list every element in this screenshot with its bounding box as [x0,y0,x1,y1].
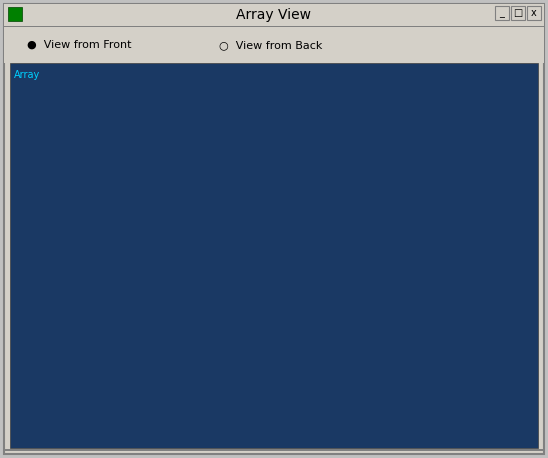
Point [196,106,204,114]
Point [351,101,359,109]
Point [450,244,459,251]
Point [290,111,299,119]
Point [316,211,324,218]
Text: Array: Array [14,70,40,80]
Point [406,211,414,218]
Point [290,144,299,152]
Point [295,211,304,218]
Point [206,309,214,316]
Point [431,176,439,184]
Text: x: x [531,8,537,18]
Point [250,309,259,316]
Point [161,244,169,251]
Point [161,176,169,184]
Point [341,176,350,184]
Point [206,406,214,414]
Text: □: □ [513,8,523,18]
Point [246,144,254,152]
Point [341,144,350,152]
Point [161,276,169,284]
Point [250,344,259,352]
Point [386,176,395,184]
Point [295,406,304,414]
Point [236,111,244,119]
Text: _: _ [500,8,505,18]
Point [386,276,395,284]
Point [250,406,259,414]
Point [431,309,439,316]
Point [341,276,350,284]
Point [361,244,369,251]
Point [206,276,214,284]
Point [250,244,259,251]
Text: Array View: Array View [237,8,311,22]
Point [295,344,304,352]
Point [341,379,350,387]
Point [386,344,395,352]
Point [295,309,304,316]
Point [261,76,270,84]
Text: ○  View from Back: ○ View from Back [219,40,323,50]
Point [206,176,214,184]
Point [391,144,399,152]
Point [206,344,214,352]
Point [116,176,124,184]
Point [316,244,324,251]
Point [250,211,259,218]
Point [406,244,414,251]
Point [295,176,304,184]
Text: ●  View from Front: ● View from Front [27,40,132,50]
Point [295,379,304,387]
Point [161,211,169,218]
Point [306,244,315,251]
Point [341,309,350,316]
Point [361,211,369,218]
Point [431,276,439,284]
Point [206,244,214,251]
Point [341,344,350,352]
Point [116,276,124,284]
Point [295,276,304,284]
Point [116,211,124,218]
Point [206,211,214,218]
Point [156,147,164,154]
Point [386,309,395,316]
Point [250,176,259,184]
Point [201,147,209,154]
Point [250,379,259,387]
Point [161,309,169,316]
Point [250,276,259,284]
